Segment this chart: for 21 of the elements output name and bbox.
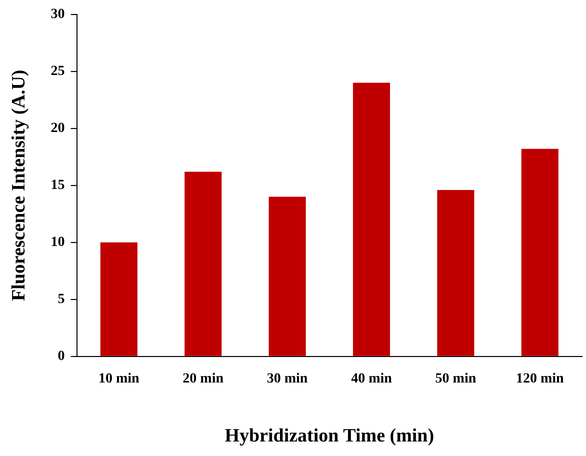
y-tick-label: 0: [58, 349, 65, 364]
x-tick-label: 20 min: [182, 371, 224, 386]
x-axis-title: Hybridization Time (min): [224, 426, 434, 447]
y-tick-label: 25: [50, 64, 65, 80]
x-tick-label: 40 min: [351, 371, 392, 386]
y-tick-label: 10: [50, 235, 65, 250]
x-tick-label: 10 min: [98, 371, 140, 386]
y-tick-label: 5: [58, 292, 65, 308]
x-tick-label: 30 min: [266, 371, 308, 386]
bar: [437, 190, 474, 356]
y-tick-label: 15: [50, 178, 65, 194]
y-tick-label: 20: [50, 121, 65, 136]
bar: [521, 148, 558, 356]
y-tick-label: 30: [50, 7, 65, 22]
bar: [100, 242, 138, 356]
bar: [352, 82, 390, 356]
x-tick-label: 120 min: [516, 371, 564, 386]
x-tick-label: 50 min: [435, 371, 476, 386]
bar: [268, 196, 306, 356]
y-axis-title: Fluorescence Intensity (A.U): [8, 70, 30, 302]
bar: [184, 172, 222, 356]
